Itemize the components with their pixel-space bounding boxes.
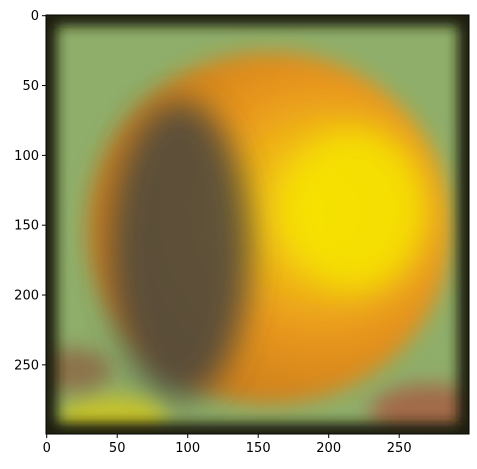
bottom-left-patch [57,396,167,434]
x-tick-label: 200 [316,441,341,456]
bottom-right-patch [370,384,469,434]
y-tick-label: 50 [22,79,39,94]
y-axis: 0 50 100 150 200 250 [14,9,46,373]
highlight-region [285,130,425,290]
y-tick-label: 150 [14,219,39,234]
y-tick-label: 0 [31,9,39,24]
image-heatmap [46,15,469,434]
y-tick-label: 250 [14,358,39,373]
plot-border [45,14,470,435]
x-tick-label: 100 [175,441,200,456]
y-tick-label: 200 [14,289,39,304]
y-tick-label: 100 [14,149,39,164]
x-tick-label: 250 [387,441,412,456]
x-tick-label: 150 [246,441,271,456]
x-tick-label: 0 [43,441,51,456]
shadow-region [110,100,250,400]
x-tick-label: 50 [109,441,126,456]
x-axis: 0 50 100 150 200 250 [43,434,412,456]
left-brick-patch [46,348,112,392]
